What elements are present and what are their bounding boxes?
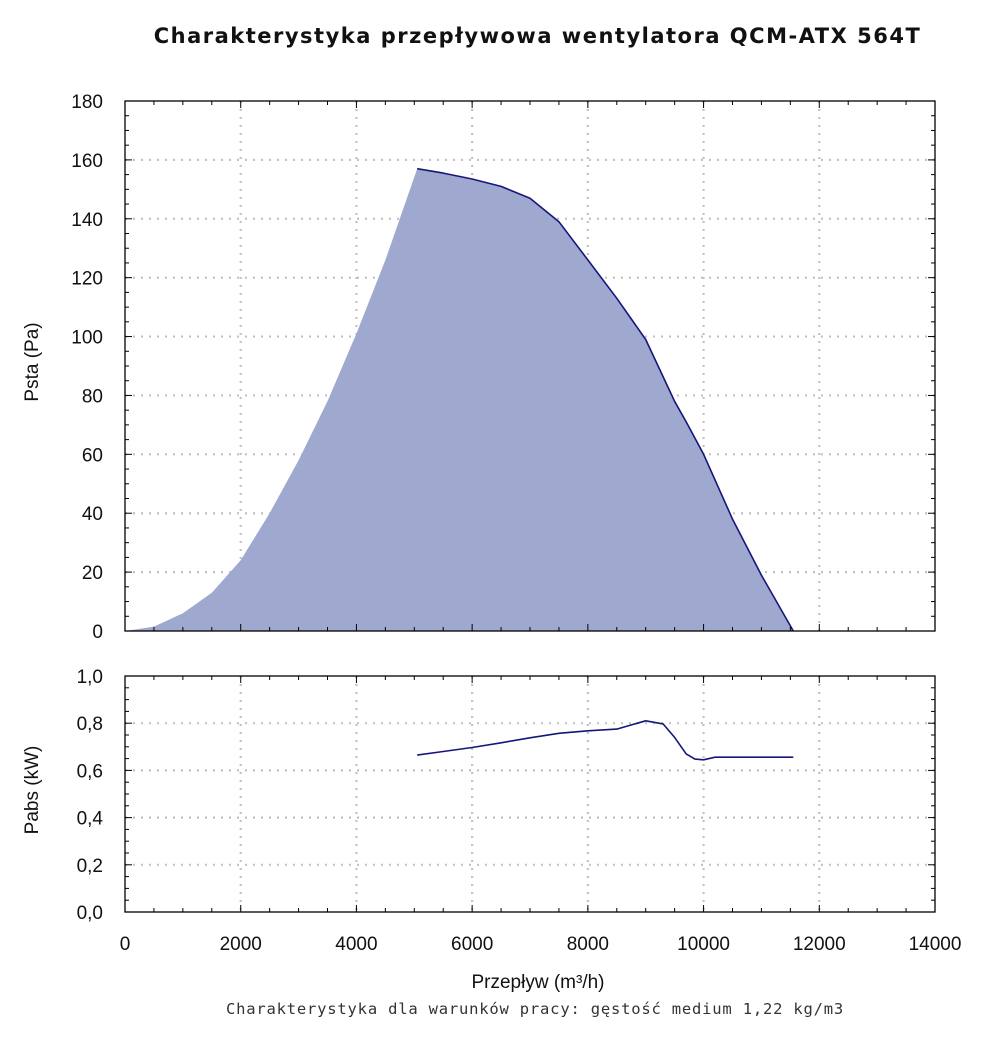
y-tick-label: 120 (71, 269, 103, 290)
y-axis-label-pressure: Psta (Pa) (22, 322, 43, 401)
x-axis-label: Przepływ (m³/h) (471, 972, 604, 993)
y-tick-label: 140 (71, 210, 103, 231)
y-axis-label-power: Pabs (kW) (22, 746, 43, 835)
x-tick-label: 0 (120, 934, 131, 955)
pressure-panel: 0 20 40 60 80 100 120 140 160 180 (71, 92, 936, 643)
plot-frame (124, 675, 936, 913)
y-tick-label: 20 (82, 563, 103, 584)
y-tick-label: 0,0 (77, 903, 103, 924)
operating-conditions-note: Charakterystyka dla warunków pracy: gęst… (225, 1000, 845, 1018)
y-tick-label: 60 (82, 445, 103, 466)
x-tick-label: 12000 (793, 934, 846, 955)
y-tick-label: 1,0 (77, 667, 103, 688)
y-tick-label: 0 (92, 622, 103, 643)
x-tick-label: 8000 (567, 934, 609, 955)
power-series-line (417, 719, 794, 761)
y-tick-label: 0,8 (77, 714, 103, 735)
x-tick-label: 14000 (909, 934, 962, 955)
y-tick-label: 0,4 (77, 809, 104, 830)
y-tick-label: 180 (71, 92, 103, 113)
chart-title: Charakterystyka przepływowa wentylatora … (153, 24, 922, 48)
pressure-curve-line (417, 167, 794, 632)
y-tick-label: 160 (71, 151, 103, 172)
x-tick-label: 2000 (220, 934, 262, 955)
y-tick-label: 80 (82, 386, 103, 407)
pressure-area (125, 168, 794, 631)
y-tick-label: 0,6 (77, 761, 103, 782)
x-tick-label: 10000 (677, 934, 730, 955)
y-tick-label: 100 (71, 328, 103, 349)
y-tick-label: 0,2 (77, 856, 103, 877)
x-tick-label: 4000 (335, 934, 377, 955)
power-panel: 0,0 0,2 0,4 0,6 0,8 1,0 0 2000 4000 6000 8000 10000… (77, 667, 962, 955)
y-tick-label: 40 (82, 504, 103, 525)
x-tick-label: 6000 (451, 934, 493, 955)
